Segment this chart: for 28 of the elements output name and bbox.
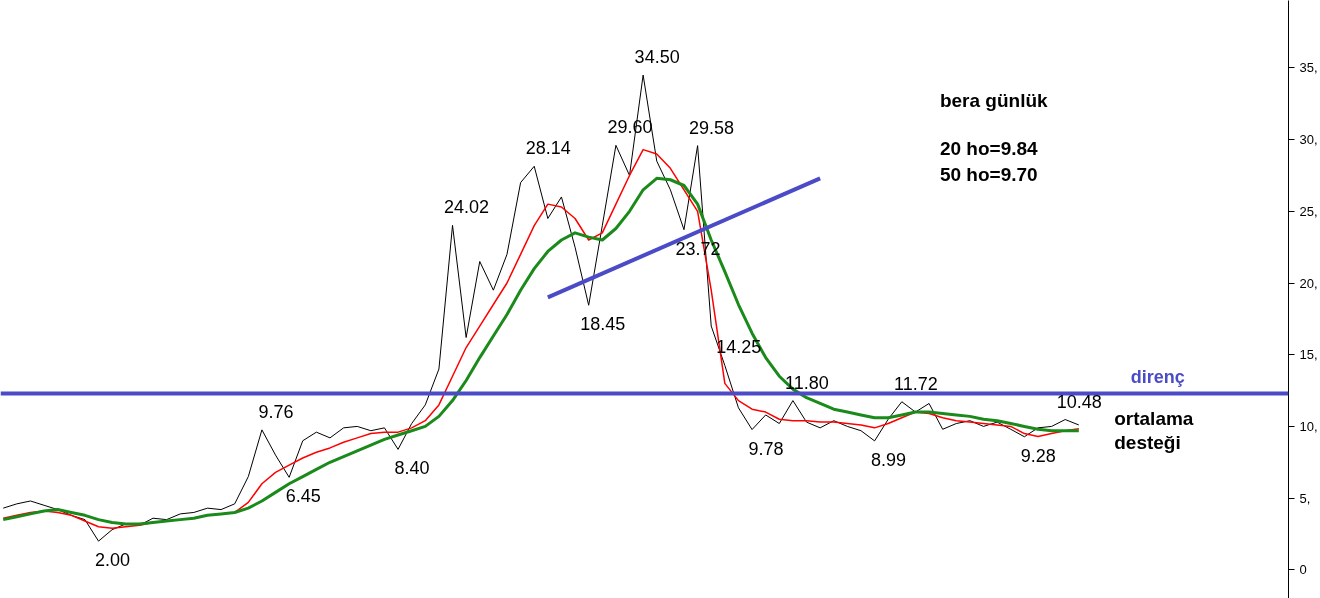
- data-label: 9.78: [748, 438, 784, 459]
- data-label: 34.50: [634, 47, 680, 68]
- data-label: 29.58: [689, 117, 735, 138]
- data-label: 11.72: [893, 373, 938, 394]
- text: ortalama desteği: [1114, 408, 1194, 454]
- data-label: 8.40: [394, 458, 430, 479]
- data-label: 9.28: [1020, 445, 1056, 466]
- annotation: 50 ho=9.70: [939, 163, 1038, 185]
- data-label: 28.14: [525, 138, 571, 159]
- data-label: 9.76: [258, 401, 294, 422]
- data-label: 11.80: [785, 372, 829, 393]
- data-label: 10.48: [1056, 391, 1102, 412]
- y-tick-label: 30,: [1299, 132, 1318, 148]
- y-tick-label: 0: [1299, 562, 1307, 578]
- y-tick-label: 20,: [1299, 275, 1318, 291]
- y-tick-label: 10,: [1299, 418, 1318, 434]
- data-label: 2.00: [95, 550, 131, 571]
- y-tick-label: 25,: [1299, 203, 1318, 219]
- y-tick-label: 5,: [1299, 490, 1311, 506]
- annotation: 20 ho=9.84: [939, 137, 1039, 159]
- y-tick-label: 35,: [1299, 60, 1318, 76]
- y-tick-label: 15,: [1299, 347, 1318, 363]
- data-label: 8.99: [871, 449, 907, 470]
- ref-line-label: direnç: [1130, 367, 1185, 388]
- annotation: bera günlük: [939, 89, 1049, 111]
- data-label: 24.02: [444, 197, 490, 218]
- data-label: 6.45: [285, 486, 321, 507]
- data-label: 18.45: [580, 314, 626, 335]
